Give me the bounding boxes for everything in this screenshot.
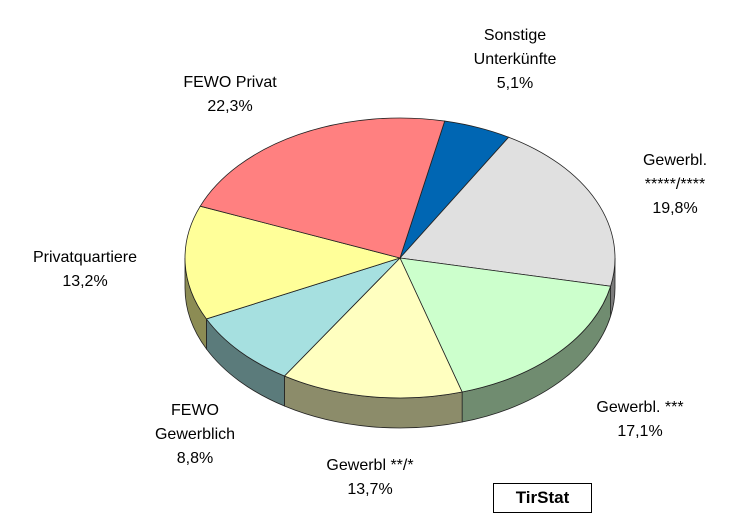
slice [205, 257, 401, 377]
value-label: 17,1% [617, 423, 663, 440]
value-label: 5,1% [496, 75, 534, 92]
slice-label: Sonstige Unterkünfte 5,1% [465, 24, 565, 96]
source-box: TirStat [493, 483, 592, 513]
category-name: Gewerbl. *** [596, 399, 684, 416]
slice [199, 117, 446, 259]
value-label: 13,7% [347, 481, 393, 498]
slice [399, 257, 612, 393]
category-name: Gewerbl **/* [326, 457, 414, 474]
value-label: 13,2% [62, 273, 108, 290]
category-name: Gewerbl. *****/**** [642, 152, 708, 193]
slice-label: FEWO Gewerblich 8,8% [145, 399, 245, 471]
slice-label: Gewerbl **/* 13,7% [300, 454, 440, 502]
slice-label: Privatquartiere 13,2% [5, 246, 165, 294]
value-label: 8,8% [176, 450, 214, 467]
slice [184, 205, 402, 320]
value-label: 19,8% [652, 200, 698, 217]
value-label: 22,3% [207, 98, 253, 115]
slice-label: FEWO Privat 22,3% [160, 71, 300, 119]
slice-label: Gewerbl. *** 17,1% [570, 396, 710, 444]
category-name: Sonstige Unterkünfte [473, 27, 557, 68]
slice [283, 257, 463, 399]
category-name: Privatquartiere [32, 249, 138, 266]
slice-label: Gewerbl. *****/**** 19,8% [630, 149, 720, 221]
slice [399, 136, 616, 287]
category-name: FEWO Privat [183, 74, 277, 91]
category-name: FEWO Gewerblich [154, 402, 236, 443]
